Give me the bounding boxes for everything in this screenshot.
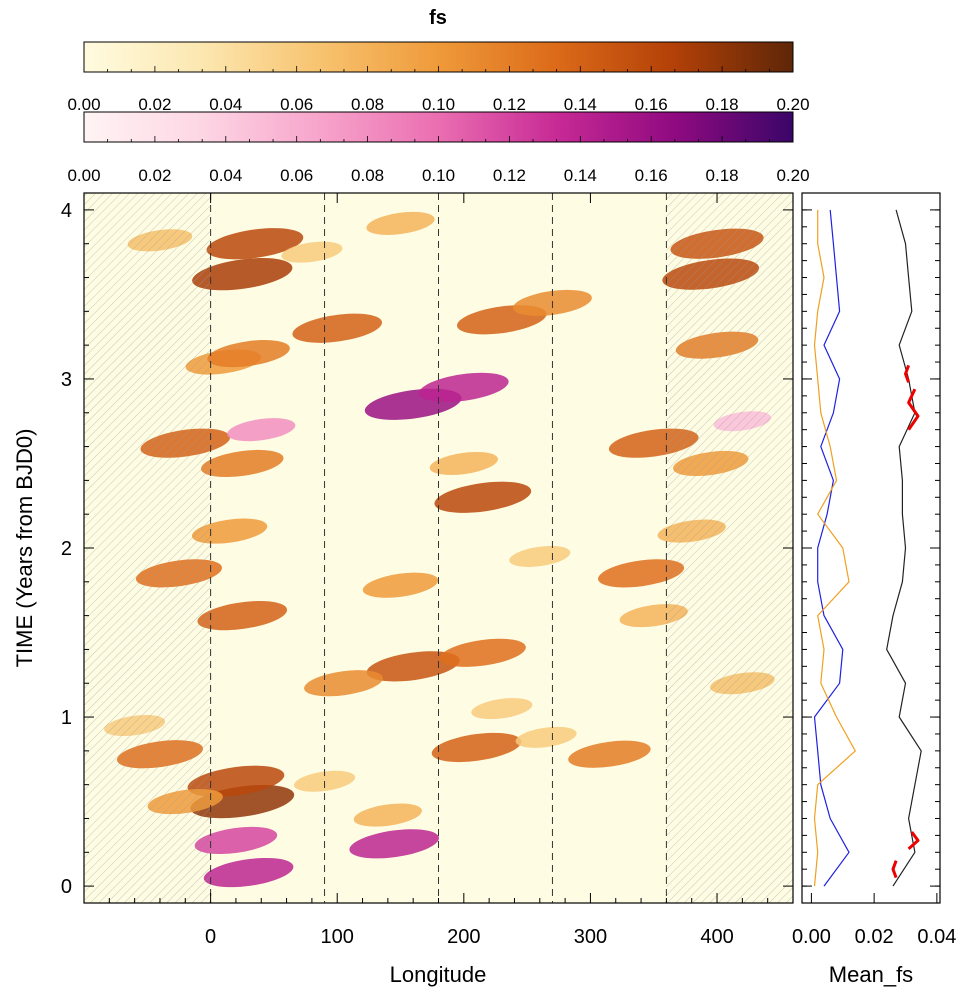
mean-panel-frame (801, 192, 941, 904)
x-tick-label: 300 (574, 926, 607, 948)
mean-series-black (886, 209, 922, 887)
x-tick-label: 0 (205, 926, 216, 948)
mean-x-tick-label: 0.02 (855, 926, 894, 948)
y-tick-label: 0 (61, 876, 72, 898)
x-tick-label: 100 (321, 926, 354, 948)
heatmap-spot (434, 481, 532, 513)
heatmap-spot (194, 826, 278, 855)
colorbar-tick-label: 0.20 (776, 95, 809, 114)
mean-series-orange (813, 209, 856, 887)
colorbar-tick-label: 0.20 (776, 166, 809, 185)
y-tick-label: 3 (61, 369, 72, 391)
colorbar-tick-label: 0.04 (209, 95, 242, 114)
colorbar-tick-label: 0.02 (138, 166, 171, 185)
heatmap-spot (598, 559, 685, 588)
mean-series-red (904, 364, 911, 383)
colorbar-tick-label: 0.08 (351, 166, 384, 185)
heatmap-spot (281, 241, 343, 263)
x-tick-label: 200 (447, 926, 480, 948)
heatmap-spot (366, 651, 460, 682)
colorbar-tick-label: 0.16 (635, 166, 668, 185)
mean-x-tick-label: 0.00 (792, 926, 831, 948)
colorbar-pink: 0.00 0.02 0.04 0.06 0.08 0.10 0.12 0.14 0.16 0.18… (67, 111, 810, 185)
colorbar-title: fs (429, 7, 447, 29)
heatmap-spot (192, 258, 293, 291)
colorbar-tick-label: 0.10 (422, 166, 455, 185)
mean-series-red (907, 831, 920, 851)
mean-series-blue (813, 209, 850, 887)
y-axis-label: TIME (Years from BJD0) (12, 429, 37, 668)
colorbar-tick-label: 0.04 (209, 166, 242, 185)
colorbar-tick-label: 0.08 (351, 95, 384, 114)
heatmap-spot (353, 803, 422, 827)
mean-x-axis-label: Mean_fs (829, 962, 913, 987)
colorbar-tick-label: 0.18 (706, 95, 739, 114)
colorbar-tick-label: 0.02 (138, 95, 171, 114)
heatmap-spot (349, 829, 439, 859)
colorbar-tick-label: 0.12 (493, 166, 526, 185)
heatmap-spot (568, 740, 651, 768)
heatmap-spot (429, 451, 498, 476)
heatmap-spot (439, 638, 526, 667)
heatmap-spot (207, 340, 290, 368)
heatmap-spot (191, 518, 268, 544)
y-tick-label: 1 (61, 707, 72, 729)
colorbar-tick-label: 0.12 (493, 95, 526, 114)
mean-series-red (907, 388, 920, 431)
colorbar-tick-label: 0.16 (635, 95, 668, 114)
heatmap-panel: 0 100 200 300 400 0 1 2 3 4 Longitude TIME (Years… (12, 192, 794, 987)
heatmap-spot (515, 726, 577, 748)
colorbar-tick-label: 0.14 (564, 95, 597, 114)
heatmap-spot (471, 698, 533, 720)
heatmap-spot (419, 372, 509, 403)
x-axis-label: Longitude (390, 962, 487, 987)
heatmap-spot (197, 601, 288, 631)
hatched-region (666, 193, 793, 903)
colorbar-fs: fs 0.00 0.02 0.04 0.06 0.08 0.10 0.12 0.14 0.16 0… (67, 7, 809, 114)
heatmap-spot (187, 765, 285, 797)
colorbar-tick-label: 0.00 (67, 166, 100, 185)
heatmap-spot (366, 211, 435, 235)
colorbar-tick-label: 0.18 (706, 166, 739, 185)
y-tick-label: 4 (61, 200, 72, 222)
heatmap-spot (292, 313, 383, 343)
y-tick-label: 2 (61, 538, 72, 560)
mean-series-red (891, 860, 898, 879)
colorbar-tick-label: 0.10 (422, 95, 455, 114)
heatmap-spot (201, 449, 284, 478)
heatmap-spot (203, 857, 294, 888)
heatmap-spot (304, 670, 383, 697)
mean-fs-panel: 0.00 0.02 0.04 Mean_fs (792, 192, 956, 987)
heatmap-spot (431, 732, 522, 763)
colorbar-tick-label: 0.06 (280, 95, 313, 114)
heatmap-spot (206, 228, 304, 260)
mean-x-tick-label: 0.04 (917, 926, 956, 948)
heatmap-spot (227, 418, 296, 442)
x-tick-label: 400 (700, 926, 733, 948)
colorbar-tick-label: 0.06 (280, 166, 313, 185)
heatmap-spot (509, 545, 571, 567)
hatched-region (84, 193, 211, 903)
heatmap-spot (362, 572, 439, 598)
colorbar-tick-label: 0.00 (67, 95, 100, 114)
colorbar-tick-label: 0.14 (564, 166, 597, 185)
